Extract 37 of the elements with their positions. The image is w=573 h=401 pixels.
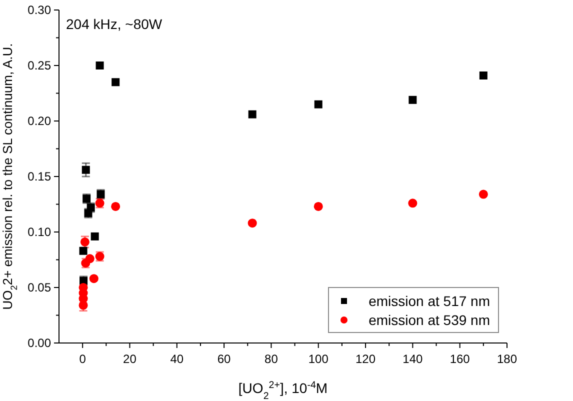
x-tick-label: 140: [402, 352, 424, 366]
point: [89, 274, 98, 284]
point: [408, 96, 417, 104]
legend-label: emission at 517 nm: [368, 292, 490, 308]
point: [79, 246, 88, 255]
x-axis-title: [UO$_{2}$$^{2+}$], 10$^{-4}$M: [238, 380, 328, 401]
y-tick-label: 0.25: [28, 58, 52, 72]
x-tick-label: 180: [496, 352, 518, 366]
y-tick-label: 0.05: [28, 280, 52, 294]
point: [85, 254, 94, 264]
point: [82, 166, 90, 174]
legend-label: emission at 539 nm: [368, 312, 490, 328]
x-tick-label: 0: [79, 352, 86, 366]
point: [408, 198, 418, 208]
x-tick-label: 60: [217, 352, 232, 366]
point: [314, 202, 323, 211]
point: [90, 232, 99, 240]
x-tick-label: 160: [450, 352, 470, 366]
x-tick-label: 120: [356, 352, 376, 366]
x-tick-label: 20: [123, 352, 137, 366]
x-tick-label: 80: [264, 352, 278, 366]
y-tick-label: 0.30: [28, 3, 52, 17]
point: [96, 62, 104, 70]
y-tick-label: 0.15: [28, 170, 52, 184]
y-tick-label: 0.10: [28, 225, 52, 239]
point: [111, 202, 120, 211]
annotation: 204 kHz, ~80W: [66, 16, 162, 32]
y-tick-label: 0.20: [28, 114, 52, 128]
point: [112, 78, 120, 86]
y-tick-label: 0.00: [28, 336, 52, 350]
x-tick-label: 100: [308, 352, 329, 366]
point: [478, 190, 488, 199]
point: [248, 110, 256, 118]
point: [314, 100, 322, 108]
point: [479, 71, 488, 80]
x-tick-label: 40: [170, 352, 184, 366]
point: [248, 218, 257, 228]
